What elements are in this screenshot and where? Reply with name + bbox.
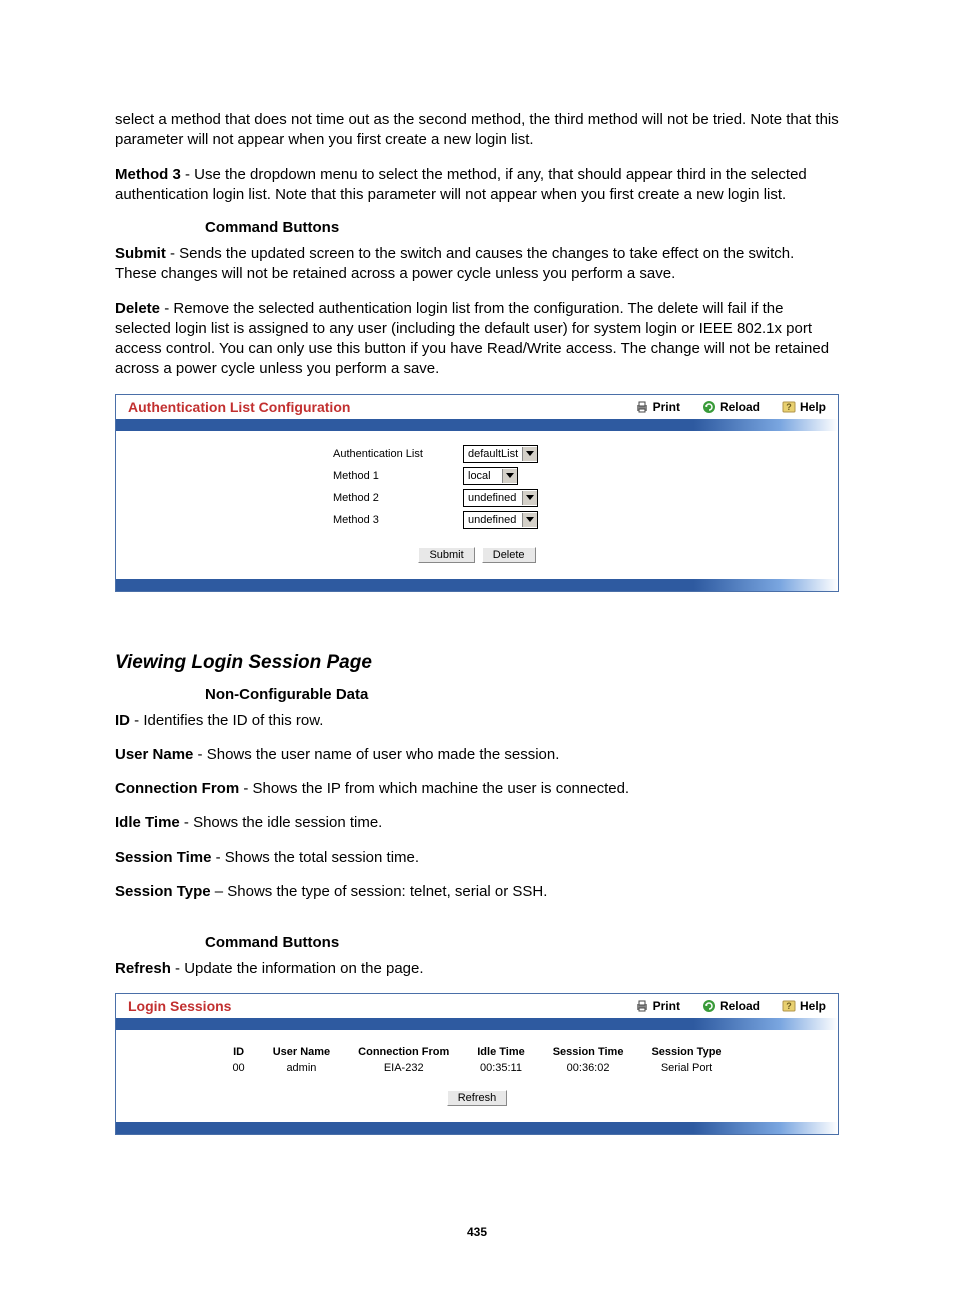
- reload-link[interactable]: Reload: [702, 999, 760, 1013]
- method2-value: undefined: [464, 492, 522, 504]
- cell-sess: 00:36:02: [539, 1060, 638, 1076]
- method1-value: local: [464, 470, 502, 482]
- help-label: Help: [800, 999, 826, 1013]
- col-type: Session Type: [637, 1044, 735, 1060]
- type-term: Session Type: [115, 883, 211, 900]
- viewing-login-session-title: Viewing Login Session Page: [115, 652, 839, 674]
- delete-paragraph: Delete - Remove the selected authenticat…: [115, 299, 839, 380]
- type-desc: – Shows the type of session: telnet, ser…: [211, 883, 548, 900]
- sess-desc: - Shows the total session time.: [211, 849, 419, 866]
- method3-desc: - Use the dropdown menu to select the me…: [115, 166, 807, 203]
- user-term: User Name: [115, 746, 193, 763]
- gradient-bar: [116, 419, 838, 431]
- conn-paragraph: Connection From - Shows the IP from whic…: [115, 779, 839, 799]
- col-idle: Idle Time: [463, 1044, 538, 1060]
- print-icon: [635, 400, 649, 414]
- cell-idle: 00:35:11: [463, 1060, 538, 1076]
- idle-paragraph: Idle Time - Shows the idle session time.: [115, 813, 839, 833]
- cell-type: Serial Port: [637, 1060, 735, 1076]
- method1-label: Method 1: [333, 470, 463, 482]
- non-configurable-heading: Non-Configurable Data: [205, 686, 839, 703]
- submit-paragraph: Submit - Sends the updated screen to the…: [115, 244, 839, 285]
- print-link[interactable]: Print: [635, 400, 680, 414]
- reload-icon: [702, 999, 716, 1013]
- sess-term: Session Time: [115, 849, 211, 866]
- chevron-down-icon: [522, 491, 537, 505]
- sess-paragraph: Session Time - Shows the total session t…: [115, 848, 839, 868]
- help-label: Help: [800, 400, 826, 414]
- refresh-term: Refresh: [115, 960, 171, 977]
- refresh-paragraph: Refresh - Update the information on the …: [115, 959, 839, 979]
- help-icon: ?: [782, 999, 796, 1013]
- conn-desc: - Shows the IP from which machine the us…: [239, 780, 629, 797]
- delete-button[interactable]: Delete: [482, 547, 536, 563]
- idle-desc: - Shows the idle session time.: [180, 814, 383, 831]
- gradient-bar: [116, 579, 838, 591]
- method2-dropdown[interactable]: undefined: [463, 489, 538, 507]
- table-row: 00 admin EIA-232 00:35:11 00:36:02 Seria…: [218, 1060, 735, 1076]
- col-conn: Connection From: [344, 1044, 463, 1060]
- method3-value: undefined: [464, 514, 522, 526]
- user-desc: - Shows the user name of user who made t…: [193, 746, 559, 763]
- col-id: ID: [218, 1044, 258, 1060]
- submit-desc: - Sends the updated screen to the switch…: [115, 245, 794, 282]
- chevron-down-icon: [522, 513, 537, 527]
- login-sessions-panel: Login Sessions Print Reload ? Help ID Us…: [115, 993, 839, 1135]
- sessions-table: ID User Name Connection From Idle Time S…: [218, 1044, 735, 1076]
- reload-icon: [702, 400, 716, 414]
- auth-list-dropdown[interactable]: defaultList: [463, 445, 538, 463]
- help-link[interactable]: ? Help: [782, 400, 826, 414]
- refresh-button[interactable]: Refresh: [447, 1090, 508, 1106]
- cell-id: 00: [218, 1060, 258, 1076]
- login-panel-title: Login Sessions: [128, 998, 231, 1014]
- svg-text:?: ?: [786, 402, 792, 412]
- print-label: Print: [653, 999, 680, 1013]
- idle-term: Idle Time: [115, 814, 180, 831]
- reload-label: Reload: [720, 999, 760, 1013]
- method3-paragraph: Method 3 - Use the dropdown menu to sele…: [115, 165, 839, 206]
- submit-label: Submit: [115, 245, 166, 262]
- col-user: User Name: [259, 1044, 344, 1060]
- help-link[interactable]: ? Help: [782, 999, 826, 1013]
- col-sess: Session Time: [539, 1044, 638, 1060]
- intro-paragraph: select a method that does not time out a…: [115, 110, 839, 151]
- gradient-bar: [116, 1018, 838, 1030]
- method1-dropdown[interactable]: local: [463, 467, 518, 485]
- auth-panel-title: Authentication List Configuration: [128, 399, 350, 415]
- page-number: 435: [115, 1225, 839, 1239]
- print-link[interactable]: Print: [635, 999, 680, 1013]
- reload-link[interactable]: Reload: [702, 400, 760, 414]
- id-paragraph: ID - Identifies the ID of this row.: [115, 711, 839, 731]
- refresh-desc: - Update the information on the page.: [171, 960, 424, 977]
- svg-text:?: ?: [786, 1001, 792, 1011]
- cell-conn: EIA-232: [344, 1060, 463, 1076]
- method3-label: Method 3: [115, 166, 181, 183]
- gradient-bar: [116, 1122, 838, 1134]
- auth-list-value: defaultList: [464, 448, 522, 460]
- submit-button[interactable]: Submit: [418, 547, 474, 563]
- print-label: Print: [653, 400, 680, 414]
- table-header-row: ID User Name Connection From Idle Time S…: [218, 1044, 735, 1060]
- delete-label: Delete: [115, 300, 160, 317]
- conn-term: Connection From: [115, 780, 239, 797]
- print-icon: [635, 999, 649, 1013]
- command-buttons-heading-2: Command Buttons: [205, 934, 839, 951]
- type-paragraph: Session Type – Shows the type of session…: [115, 882, 839, 902]
- method2-label: Method 2: [333, 492, 463, 504]
- auth-config-panel: Authentication List Configuration Print …: [115, 394, 839, 592]
- chevron-down-icon: [502, 469, 517, 483]
- id-desc: - Identifies the ID of this row.: [130, 712, 323, 729]
- delete-desc: - Remove the selected authentication log…: [115, 300, 829, 378]
- command-buttons-heading-1: Command Buttons: [205, 219, 839, 236]
- help-icon: ?: [782, 400, 796, 414]
- method3-field-label: Method 3: [333, 514, 463, 526]
- auth-list-label: Authentication List: [333, 448, 463, 460]
- chevron-down-icon: [522, 447, 537, 461]
- cell-user: admin: [259, 1060, 344, 1076]
- user-paragraph: User Name - Shows the user name of user …: [115, 745, 839, 765]
- id-term: ID: [115, 712, 130, 729]
- method3-dropdown[interactable]: undefined: [463, 511, 538, 529]
- reload-label: Reload: [720, 400, 760, 414]
